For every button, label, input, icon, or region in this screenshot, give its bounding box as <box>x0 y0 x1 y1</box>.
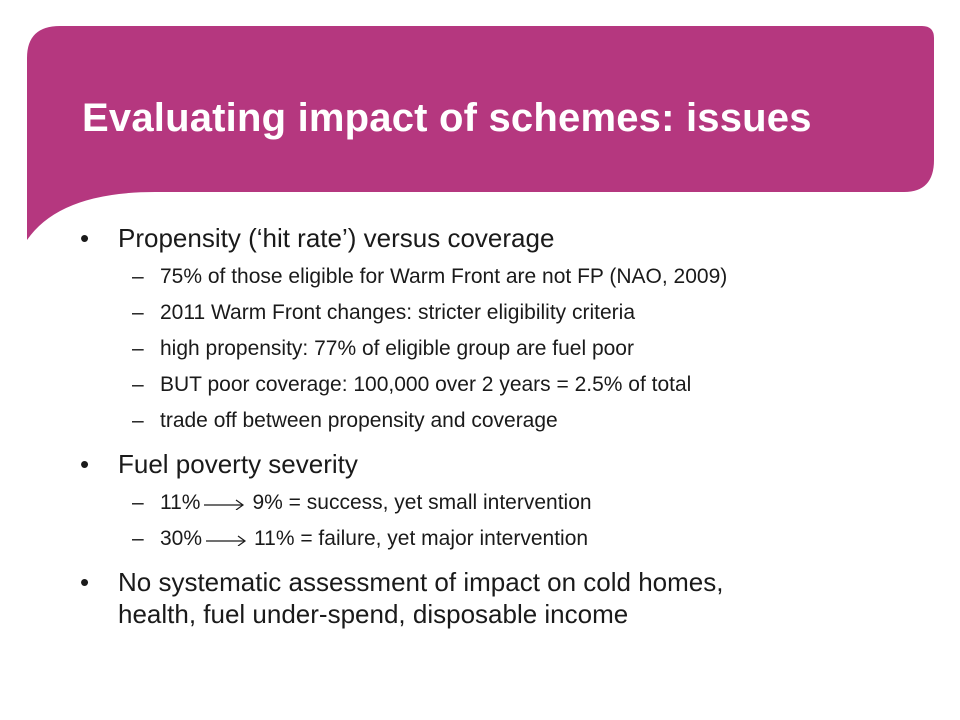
sub-bullet-text: 75% of those eligible for Warm Front are… <box>160 265 728 288</box>
sub-bullet-text: trade off between propensity and coverag… <box>160 409 558 432</box>
sub-bullet-text: BUT poor coverage: 100,000 over 2 years … <box>160 373 692 396</box>
dash-marker: – <box>132 337 144 360</box>
dash-marker: – <box>132 527 144 550</box>
bullet-marker: • <box>80 567 90 597</box>
dash-marker: – <box>132 409 144 432</box>
bullet-text: Propensity (‘hit rate’) versus coverage <box>118 223 555 253</box>
slide-title: Evaluating impact of schemes: issues <box>82 96 812 140</box>
dash-marker: – <box>132 301 144 324</box>
header-banner <box>27 26 934 240</box>
severity-to: 9% = success, yet small intervention <box>252 491 592 514</box>
sub-bullet: – 30% 11% = failure, yet major intervent… <box>80 526 920 552</box>
right-arrow-icon <box>204 499 245 510</box>
sub-bullet-text: high propensity: 77% of eligible group a… <box>160 337 634 360</box>
sub-bullet: – BUT poor coverage: 100,000 over 2 year… <box>80 372 920 398</box>
bullet-propensity: • Propensity (‘hit rate’) versus coverag… <box>80 222 920 254</box>
bullet-text-line-2: health, fuel under-spend, disposable inc… <box>118 599 629 629</box>
bullet-list: • Propensity (‘hit rate’) versus coverag… <box>80 222 920 630</box>
severity-change: 30% 11% = failure, yet major interventio… <box>160 526 920 552</box>
dash-marker: – <box>132 265 144 288</box>
bullet-text: Fuel poverty severity <box>118 449 358 479</box>
sub-bullet: – high propensity: 77% of eligible group… <box>80 336 920 362</box>
severity-from: 30% <box>160 527 203 550</box>
sub-bullet: – trade off between propensity and cover… <box>80 408 920 434</box>
sub-bullet: – 2011 Warm Front changes: stricter elig… <box>80 300 920 326</box>
sub-bullet-text: 2011 Warm Front changes: stricter eligib… <box>160 301 635 324</box>
sub-bullet: – 75% of those eligible for Warm Front a… <box>80 264 920 290</box>
dash-marker: – <box>132 491 144 514</box>
severity-to: 11% = failure, yet major intervention <box>254 527 589 550</box>
right-arrow-icon <box>206 535 247 546</box>
sub-bullet: – 11% 9% = success, yet small interventi… <box>80 490 920 516</box>
severity-change: 11% 9% = success, yet small intervention <box>160 490 920 516</box>
bullet-text-line-1: No systematic assessment of impact on co… <box>118 567 724 597</box>
dash-marker: – <box>132 373 144 396</box>
bullet-severity: • Fuel poverty severity <box>80 448 920 480</box>
severity-from: 11% <box>160 491 201 514</box>
bullet-marker: • <box>80 449 90 479</box>
bullet-marker: • <box>80 223 90 253</box>
bullet-no-assessment: • No systematic assessment of impact on … <box>80 566 920 630</box>
